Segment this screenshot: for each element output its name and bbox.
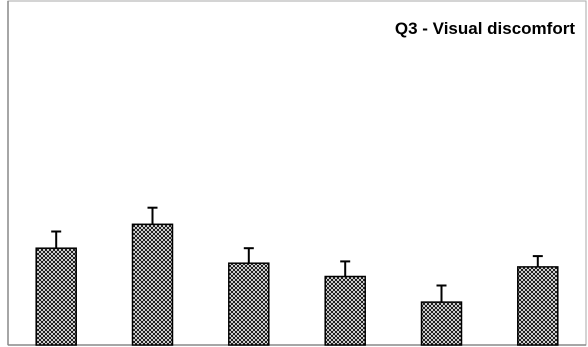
- chart-title: Q3 - Visual discomfort: [395, 19, 575, 38]
- bar-3: [228, 262, 270, 346]
- bar-4: [324, 275, 366, 346]
- bars-group: [35, 223, 559, 346]
- bar-2: [131, 223, 174, 346]
- error-bars-group: [51, 206, 543, 303]
- bar-6: [517, 266, 559, 346]
- bar-5: [420, 301, 463, 346]
- chart-frame: [7, 0, 587, 346]
- bar-1: [35, 247, 77, 346]
